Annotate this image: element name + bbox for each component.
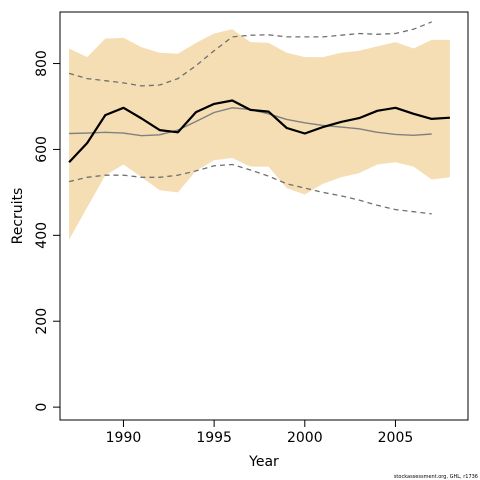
lower-dashed-line [68,163,432,215]
source-footnote: stockassessment.org, GHL, r1736 [394,474,478,480]
x-axis-title: Year [248,454,279,470]
x-tick-label: 2000 [287,430,323,446]
y-axis: 0 200 400 600 800 [34,50,61,412]
y-tick-label: 200 [34,308,50,335]
y-tick-label: 400 [34,222,50,249]
y-tick-label: 0 [34,403,50,412]
upper-dashed-line [68,21,432,87]
estimate-line [68,99,450,164]
y-axis-title: Recruits [10,188,26,245]
series-lines [68,21,450,215]
x-tick-label: 2005 [378,430,414,446]
y-tick-label: 800 [34,50,50,77]
y-tick-label: 600 [34,136,50,163]
confidence-band-area [69,29,450,240]
x-tick-label: 1995 [196,430,232,446]
confidence-band [69,29,450,240]
x-axis: 1990 1995 2000 2005 [106,419,414,446]
x-tick-label: 1990 [106,430,142,446]
